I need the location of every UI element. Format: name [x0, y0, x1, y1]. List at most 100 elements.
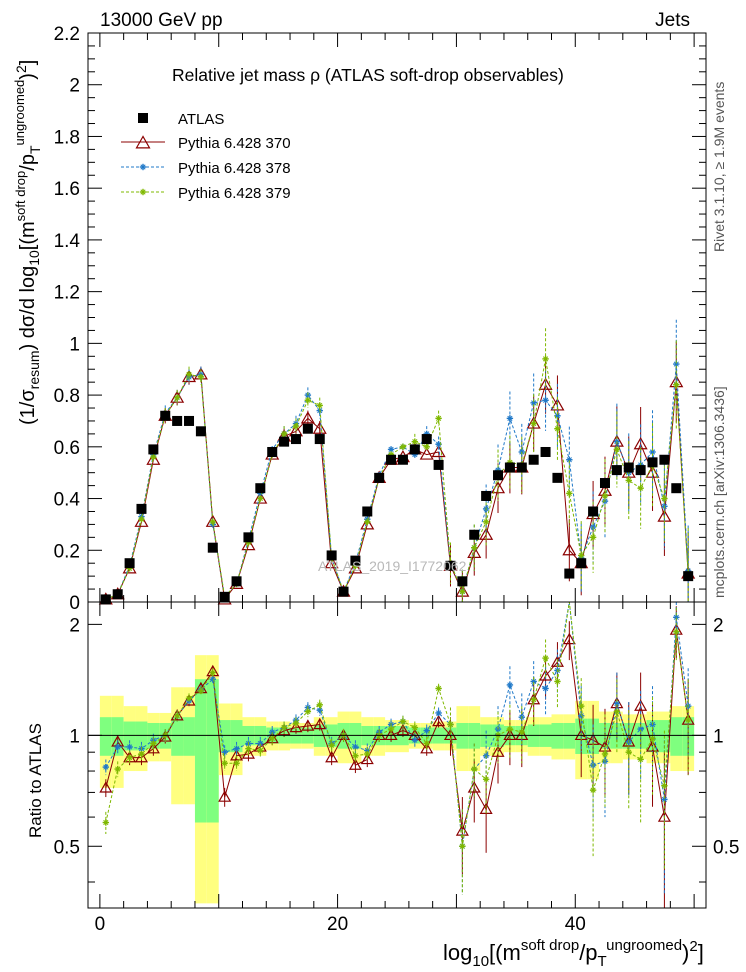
ratio-point-pythia-379 [471, 766, 477, 772]
y-tick-label: 2 [69, 76, 80, 97]
ratio-point-pythia-379 [436, 685, 442, 692]
ratio-point-pythia-379 [305, 708, 311, 715]
ratio-point-pythia-378 [673, 614, 679, 620]
ratio-point-pythia-379 [198, 688, 204, 694]
data-point-pythia-379 [566, 490, 572, 496]
ratio-point-pythia-379 [115, 766, 121, 772]
ratio-y-tick-label-left: 2 [69, 615, 80, 636]
ratio-point-pythia-378 [661, 796, 667, 803]
data-point-pythia-370 [134, 514, 149, 527]
ratio-stat-band [123, 721, 136, 751]
data-point-atlas [599, 478, 610, 489]
ratio-point-pythia-379 [210, 669, 216, 676]
ratio-point-pythia-379 [554, 678, 561, 685]
ratio-stat-band [194, 679, 207, 823]
data-point-atlas [671, 483, 682, 494]
ratio-point-pythia-379 [424, 740, 430, 747]
ratio-point-pythia-379 [626, 749, 632, 755]
ratio-point-pythia-379 [400, 718, 406, 725]
data-point-atlas [338, 586, 349, 597]
data-point-pythia-379 [257, 495, 263, 502]
ratio-point-pythia-379 [531, 697, 537, 703]
ratio-point-pythia-378 [614, 700, 620, 707]
ratio-point-pythia-379 [329, 742, 335, 748]
ratio-point-pythia-378 [103, 764, 109, 770]
data-point-pythia-379 [150, 454, 156, 460]
data-point-pythia-379 [293, 423, 299, 429]
data-point-pythia-379 [661, 495, 667, 502]
ratio-point-pythia-379 [649, 735, 656, 742]
x-tick-label: 40 [565, 914, 586, 935]
ratio-point-pythia-378 [638, 726, 644, 732]
data-point-atlas [469, 529, 480, 540]
ratio-point-pythia-370 [432, 714, 446, 727]
data-point-pythia-379 [436, 415, 442, 421]
data-point-atlas [457, 576, 468, 587]
legend-label: Pythia 6.428 379 [178, 185, 291, 202]
ratio-point-pythia-379 [388, 726, 394, 732]
data-point-atlas [683, 571, 694, 582]
data-point-atlas [362, 506, 373, 517]
data-point-pythia-379 [281, 431, 287, 437]
data-point-pythia-370 [241, 537, 256, 551]
y-tick-label: 0.2 [54, 541, 80, 562]
ratio-stat-band [563, 723, 576, 749]
ratio-point-pythia-379 [507, 726, 513, 732]
legend-label: ATLAS [178, 111, 224, 128]
axes: 0 0.2 0.4 0.6 0.8 1 1.2 1.4 1.6 1.8 2 2.2 0.5 0.5 1 1 2 2… [54, 24, 740, 935]
data-point-pythia-370 [419, 447, 434, 460]
ratio-stat-band [551, 723, 564, 749]
main-plot-series [98, 319, 696, 605]
data-point-atlas [148, 444, 159, 455]
ratio-point-pythia-379 [364, 751, 370, 757]
legend-label: Pythia 6.428 370 [178, 135, 291, 152]
ratio-point-pythia-379 [127, 755, 133, 761]
ratio-point-pythia-370 [539, 669, 553, 681]
ratio-point-pythia-378 [233, 746, 240, 752]
legend: ATLAS Pythia 6.428 370 Pythia 6.428 378 Pyt… [121, 111, 291, 202]
ratio-point-pythia-379 [103, 819, 109, 826]
data-point-pythia-379 [198, 374, 204, 380]
data-point-atlas [386, 454, 397, 465]
data-point-atlas [124, 558, 135, 569]
legend-marker-atlas [138, 113, 148, 123]
ratio-point-pythia-379 [459, 843, 465, 849]
y-tick-label: 1 [69, 334, 80, 355]
ratio-point-pythia-370 [396, 723, 410, 736]
ratio-point-pythia-379 [638, 756, 644, 763]
header-left: 13000 GeV pp [100, 10, 223, 31]
watermark: ATLAS_2019_I1772062 [318, 558, 467, 574]
legend-marker-pythia-378 [140, 164, 146, 170]
data-point-atlas [647, 457, 658, 468]
ratio-y-tick-label-right: 1 [713, 726, 724, 747]
ratio-point-pythia-379 [257, 747, 263, 754]
header-right: Jets [655, 10, 690, 31]
data-point-atlas [302, 423, 313, 434]
data-point-pythia-378 [649, 449, 656, 455]
data-point-atlas [326, 550, 337, 561]
ratio-stat-band [218, 720, 231, 753]
data-point-pythia-379 [210, 519, 216, 525]
data-point-atlas [623, 462, 634, 473]
ratio-point-pythia-379 [673, 629, 679, 635]
data-point-atlas [421, 434, 432, 445]
data-point-pythia-379 [400, 444, 406, 450]
data-point-atlas [231, 576, 242, 587]
ratio-point-pythia-370 [348, 758, 362, 770]
data-point-pythia-370 [431, 444, 446, 458]
data-point-atlas [493, 470, 504, 481]
ratio-point-pythia-379 [412, 724, 418, 731]
data-point-atlas [314, 434, 325, 445]
ratio-point-pythia-378 [210, 676, 216, 682]
legend-label: Pythia 6.428 378 [178, 160, 291, 177]
data-point-atlas [207, 542, 218, 553]
ratio-point-pythia-379 [352, 753, 358, 759]
ratio-point-pythia-370 [420, 741, 434, 754]
data-point-atlas [397, 454, 408, 465]
y-tick-label: 0.8 [54, 386, 80, 407]
data-point-pythia-379 [554, 426, 561, 432]
ratio-point-pythia-379 [483, 776, 489, 782]
data-point-pythia-379 [578, 552, 584, 559]
ratio-point-pythia-370 [218, 790, 232, 802]
